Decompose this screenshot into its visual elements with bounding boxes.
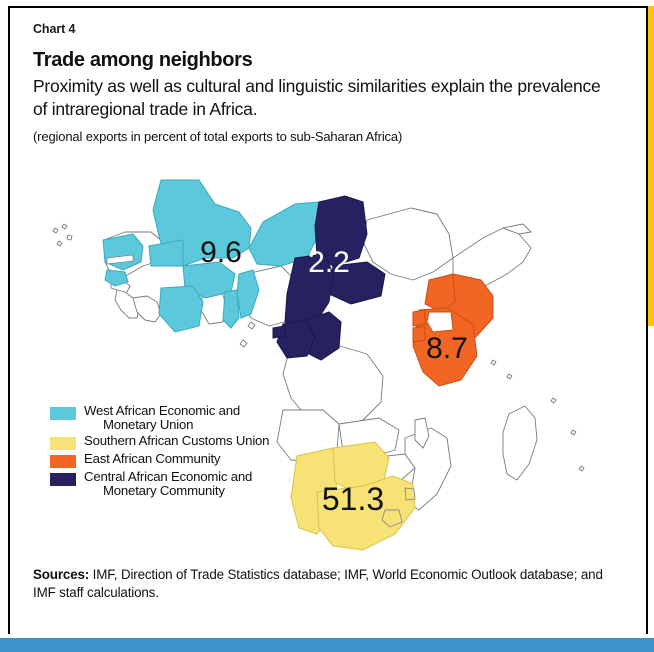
map-region-sacu[interactable]: 51.3 xyxy=(290,441,416,551)
africa-choropleth-map: 9.6 2.2 xyxy=(33,162,613,552)
map-region-cemac[interactable]: 2.2 xyxy=(272,195,386,361)
legend-swatch-sacu xyxy=(50,436,76,450)
sources-text: IMF, Direction of Trade Statistics datab… xyxy=(33,567,603,601)
map-value-sacu: 51.3 xyxy=(322,481,384,517)
frame-left-border xyxy=(8,6,10,634)
legend-item-waemu[interactable]: West African Economic and Monetary Union xyxy=(50,403,300,433)
map-value-waemu: 9.6 xyxy=(200,236,242,269)
chart-number-label: Chart 4 xyxy=(33,22,76,36)
legend-label-eac: East African Community xyxy=(84,450,221,466)
frame-accent-stripe xyxy=(648,6,654,326)
legend-label-waemu: West African Economic and Monetary Union xyxy=(84,403,241,433)
frame-top-border xyxy=(8,6,648,8)
legend-item-eac[interactable]: East African Community xyxy=(50,450,300,469)
legend-swatch-cemac xyxy=(50,472,76,486)
map-legend: West African Economic and Monetary Union … xyxy=(50,403,300,499)
map-value-eac: 8.7 xyxy=(426,332,468,365)
map-region-eac[interactable]: 8.7 xyxy=(412,273,494,387)
sources-label: Sources: xyxy=(33,567,90,582)
frame-right-border xyxy=(646,6,648,634)
map-svg: 9.6 2.2 xyxy=(52,179,585,551)
legend-swatch-eac xyxy=(50,454,76,468)
bottom-accent-bar xyxy=(0,638,654,652)
page-title: Trade among neighbors xyxy=(33,49,253,71)
legend-item-sacu[interactable]: Southern African Customs Union xyxy=(50,432,300,451)
chart-units-note: (regional exports in percent of total ex… xyxy=(33,129,403,145)
legend-label-cemac: Central African Economic and Monetary Com… xyxy=(84,468,253,498)
chart-header: Chart 4 Trade among neighbors Proximity … xyxy=(33,22,613,144)
sources-note: Sources: IMF, Direction of Trade Statist… xyxy=(33,566,621,602)
map-value-cemac: 2.2 xyxy=(308,246,350,279)
legend-swatch-waemu xyxy=(50,407,76,420)
map-region-waemu[interactable]: 9.6 xyxy=(102,179,320,333)
chart-subtitle: Proximity as well as cultural and lingui… xyxy=(33,76,601,119)
legend-item-cemac[interactable]: Central African Economic and Monetary Com… xyxy=(50,468,300,499)
legend-label-sacu: Southern African Customs Union xyxy=(84,432,270,448)
